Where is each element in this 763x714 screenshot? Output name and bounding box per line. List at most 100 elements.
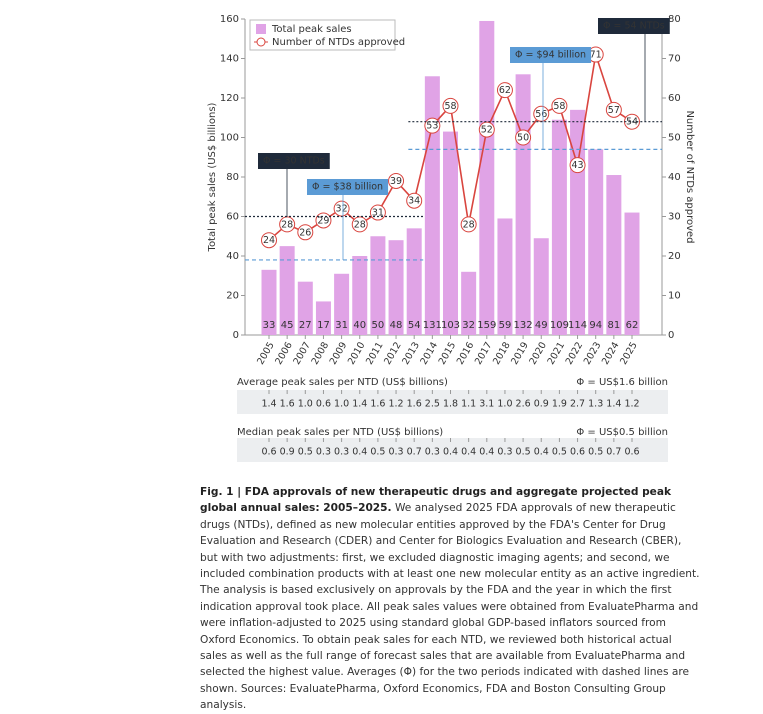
y-tick-label: 140 xyxy=(220,54,239,65)
table-value: 0.4 xyxy=(479,447,494,458)
table-value: 1.4 xyxy=(606,399,621,410)
bar-label: 49 xyxy=(535,320,548,331)
table-value: 1.6 xyxy=(407,399,422,410)
bar xyxy=(370,236,386,335)
bar xyxy=(606,175,622,335)
caption: Fig. 1 | FDA approvals of new therapeuti… xyxy=(200,484,700,714)
legend-label: Number of NTDs approved xyxy=(272,37,405,48)
bar xyxy=(352,256,368,335)
bar xyxy=(497,218,513,335)
table-value: 0.7 xyxy=(606,447,621,458)
table-value: 0.5 xyxy=(298,447,313,458)
table-value: 2.7 xyxy=(570,399,585,410)
average-label: Φ = $94 billion xyxy=(515,50,586,61)
x-tick-label: 2018 xyxy=(491,340,513,366)
y2-tick-label: 60 xyxy=(668,93,681,104)
bar-label: 131 xyxy=(423,320,442,331)
marker-label: 56 xyxy=(535,109,547,120)
table-value: 1.2 xyxy=(388,399,403,410)
table-value: 0.4 xyxy=(534,447,549,458)
marker xyxy=(569,157,586,174)
y2-tick-label: 30 xyxy=(668,212,681,223)
table-value: 1.6 xyxy=(280,399,295,410)
caption-title: Fig. 1 | FDA approvals of new therapeuti… xyxy=(200,486,672,515)
table-average: Φ = US$0.5 billion xyxy=(576,427,668,438)
page: {"chart_data": {"type": "bar-line", "cat… xyxy=(200,14,700,712)
table-value: 0.5 xyxy=(516,447,531,458)
chart: Total peak sales (US$ billions) Number o… xyxy=(207,14,695,462)
bar xyxy=(533,238,549,335)
x-tick-label: 2006 xyxy=(273,340,295,366)
marker-label: 24 xyxy=(263,235,275,246)
bar xyxy=(406,228,422,335)
y2-tick-label: 80 xyxy=(668,14,681,25)
table-value: 0.6 xyxy=(316,399,331,410)
bar xyxy=(388,240,404,335)
bar-label: 159 xyxy=(477,320,496,331)
table-value: 1.2 xyxy=(624,399,639,410)
x-tick-label: 2013 xyxy=(400,340,422,366)
y-tick-label: 60 xyxy=(226,212,239,223)
table-value: 0.3 xyxy=(497,447,512,458)
marker-label: 71 xyxy=(590,50,602,61)
marker xyxy=(478,121,495,138)
y-tick-label: 100 xyxy=(220,133,239,144)
marker xyxy=(351,216,368,233)
y-tick-label: 0 xyxy=(233,330,239,341)
bar-label: 109 xyxy=(550,320,569,331)
x-tick-label: 2008 xyxy=(310,340,332,366)
marker-label: 54 xyxy=(626,117,638,128)
x-tick-label: 2014 xyxy=(418,340,440,366)
table-value: 0.9 xyxy=(534,399,549,410)
table-value: 0.7 xyxy=(407,447,422,458)
legend-marker xyxy=(256,37,266,47)
bar xyxy=(624,212,640,335)
table-value: 0.3 xyxy=(316,447,331,458)
marker xyxy=(406,192,423,209)
table-value: 2.5 xyxy=(425,399,440,410)
bar xyxy=(279,246,295,335)
table-value: 1.8 xyxy=(443,399,458,410)
bar-label: 62 xyxy=(626,320,639,331)
table-value: 0.6 xyxy=(570,447,585,458)
marker-label: 58 xyxy=(444,101,456,112)
marker xyxy=(515,129,532,146)
average-label: Φ = $38 billion xyxy=(312,182,383,193)
table-average: Φ = US$1.6 billion xyxy=(576,377,668,388)
x-tick-label: 2009 xyxy=(328,340,350,366)
x-tick-label: 2005 xyxy=(255,340,277,366)
marker xyxy=(279,216,296,233)
x-tick-label: 2024 xyxy=(600,340,622,366)
table-value: 3.1 xyxy=(479,399,494,410)
table-value: 2.6 xyxy=(516,399,531,410)
table-value: 1.4 xyxy=(261,399,276,410)
bar xyxy=(551,119,567,335)
marker-label: 57 xyxy=(608,105,620,116)
table-value: 0.6 xyxy=(261,447,276,458)
y2-tick-label: 10 xyxy=(668,291,681,302)
average-box xyxy=(258,153,330,169)
y2-tick-label: 0 xyxy=(668,330,674,341)
bar xyxy=(479,20,495,335)
marker xyxy=(496,82,513,99)
legend-label: Total peak sales xyxy=(271,24,352,35)
bar-label: 27 xyxy=(299,320,312,331)
bar xyxy=(515,74,531,336)
marker-label: 28 xyxy=(354,219,366,230)
table-value: 0.3 xyxy=(388,447,403,458)
marker-label: 28 xyxy=(463,219,475,230)
y2-tick-label: 50 xyxy=(668,133,681,144)
table-value: 0.5 xyxy=(588,447,603,458)
bar-label: 31 xyxy=(335,320,348,331)
bar xyxy=(588,149,604,335)
marker-label: 50 xyxy=(517,133,529,144)
marker xyxy=(315,212,332,229)
x-tick-label: 2010 xyxy=(346,340,368,366)
average-label: Φ = 54 NTDs xyxy=(603,21,665,32)
x-tick-label: 2023 xyxy=(582,340,604,366)
marker-label: 32 xyxy=(336,204,348,215)
y-tick-label: 160 xyxy=(220,14,239,25)
y-tick-label: 40 xyxy=(226,251,239,262)
marker-label: 43 xyxy=(572,160,584,171)
x-tick-label: 2019 xyxy=(509,340,531,366)
